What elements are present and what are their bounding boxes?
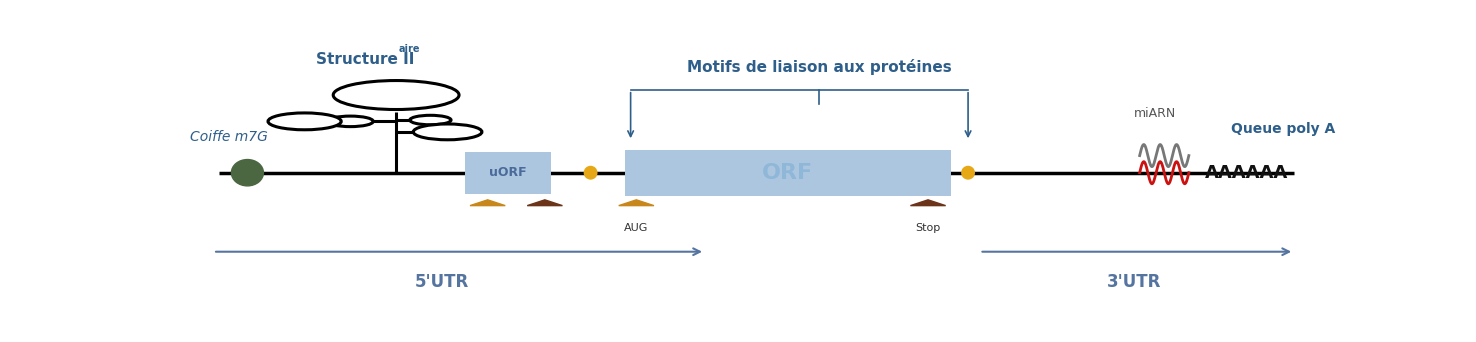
Circle shape — [328, 116, 373, 127]
Circle shape — [413, 124, 481, 140]
FancyBboxPatch shape — [624, 150, 951, 196]
Text: ORF: ORF — [762, 163, 813, 183]
Circle shape — [410, 115, 452, 125]
Circle shape — [269, 113, 341, 130]
Text: aire: aire — [399, 44, 419, 54]
Circle shape — [334, 81, 459, 109]
Text: uORF: uORF — [489, 166, 527, 179]
Text: 3'UTR: 3'UTR — [1107, 273, 1162, 291]
Point — [956, 170, 980, 175]
Text: AAAAAA: AAAAAA — [1204, 164, 1289, 182]
Polygon shape — [527, 200, 562, 206]
Polygon shape — [618, 200, 654, 206]
Polygon shape — [469, 200, 505, 206]
Text: AUG: AUG — [624, 223, 648, 233]
Text: Stop: Stop — [915, 223, 940, 233]
Text: 5'UTR: 5'UTR — [415, 273, 469, 291]
FancyBboxPatch shape — [465, 152, 551, 194]
Text: Structure II: Structure II — [316, 52, 415, 67]
Text: Motifs de liaison aux protéines: Motifs de liaison aux protéines — [686, 60, 952, 75]
Text: miARN: miARN — [1134, 107, 1176, 120]
Text: Coiffe m7G: Coiffe m7G — [190, 130, 269, 144]
Text: Queue poly A: Queue poly A — [1231, 122, 1334, 136]
Point — [579, 170, 602, 175]
Ellipse shape — [232, 159, 263, 186]
Polygon shape — [911, 200, 946, 206]
